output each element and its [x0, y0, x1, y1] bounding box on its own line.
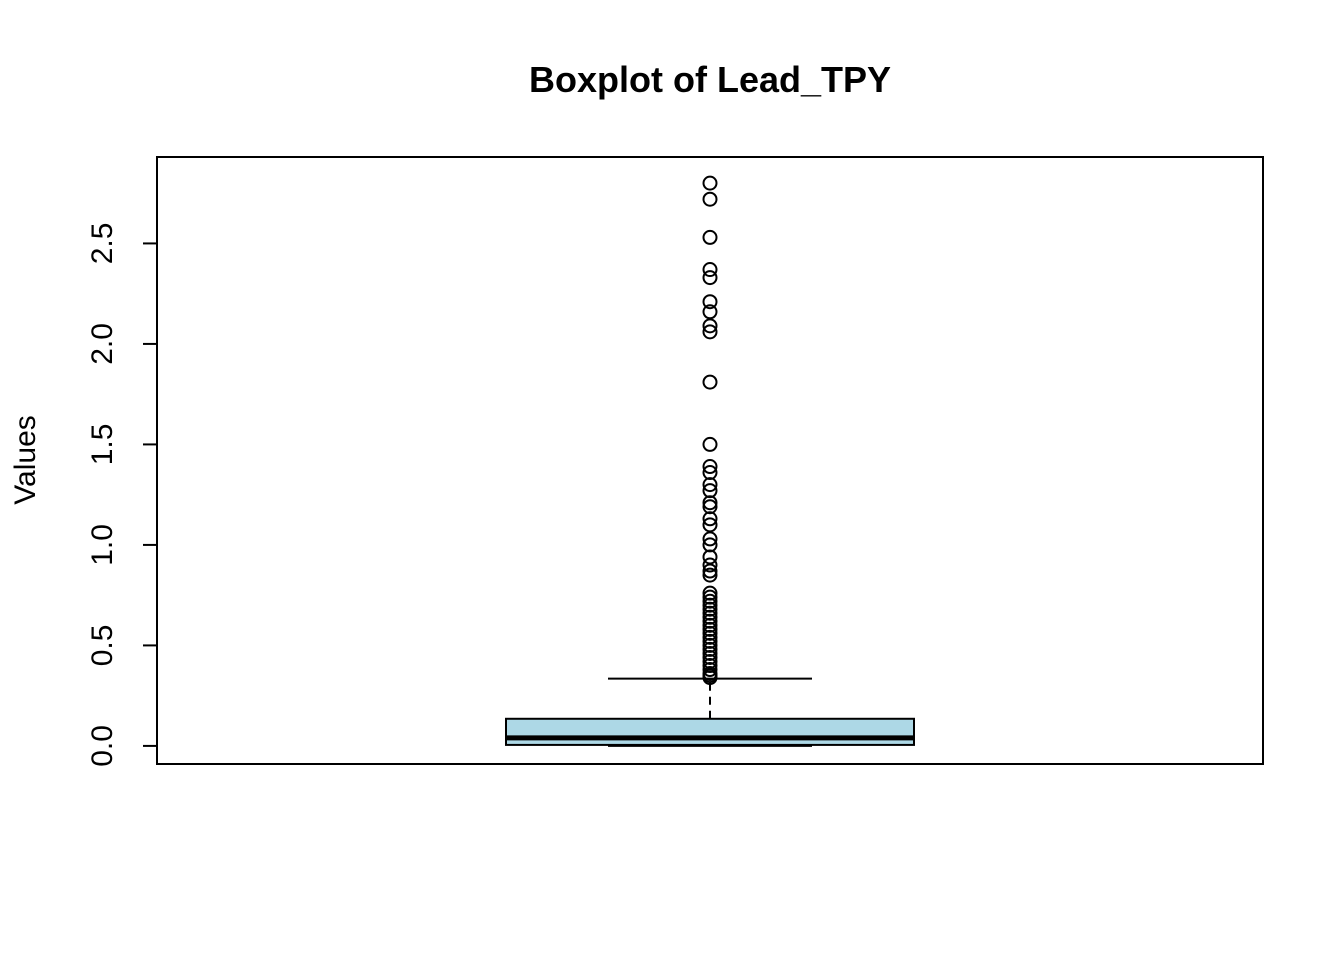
y-tick-label: 1.0 — [86, 524, 119, 566]
box-layer — [505, 677, 915, 747]
outlier-point — [702, 374, 718, 390]
y-axis-label: Values — [9, 415, 42, 505]
outlier-point — [702, 191, 718, 207]
y-tick-label: 0.0 — [86, 725, 119, 767]
outlier-point — [702, 531, 718, 547]
outlier-point — [702, 567, 718, 583]
y-tick-label: 2.5 — [86, 223, 119, 265]
chart-title: Boxplot of Lead_TPY — [529, 59, 891, 100]
outlier-point — [702, 304, 718, 320]
y-tick-label: 0.5 — [86, 625, 119, 667]
outlier-point — [702, 436, 718, 452]
iqr-box — [505, 717, 915, 746]
outlier-point — [702, 262, 718, 278]
outlier-point — [702, 662, 718, 678]
outlier-point — [702, 563, 718, 579]
outlier-point — [702, 495, 718, 511]
y-tick-label: 2.0 — [86, 323, 119, 365]
outlier-point — [702, 270, 718, 286]
outlier-point — [702, 324, 718, 340]
outlier-layer — [702, 175, 718, 686]
y-tick-label: 1.5 — [86, 424, 119, 466]
outlier-point — [702, 557, 718, 573]
outlier-point — [702, 517, 718, 533]
outlier-point — [702, 549, 718, 565]
outlier-point — [702, 294, 718, 310]
y-axis: 0.0 0.5 1.0 1.5 2.0 2.5 — [86, 223, 158, 767]
outlier-point — [702, 477, 718, 493]
outlier-point — [702, 670, 718, 686]
outlier-point — [702, 229, 718, 245]
outlier-point — [702, 511, 718, 527]
outlier-point — [702, 318, 718, 334]
outlier-point — [702, 175, 718, 191]
outlier-point — [702, 459, 718, 475]
